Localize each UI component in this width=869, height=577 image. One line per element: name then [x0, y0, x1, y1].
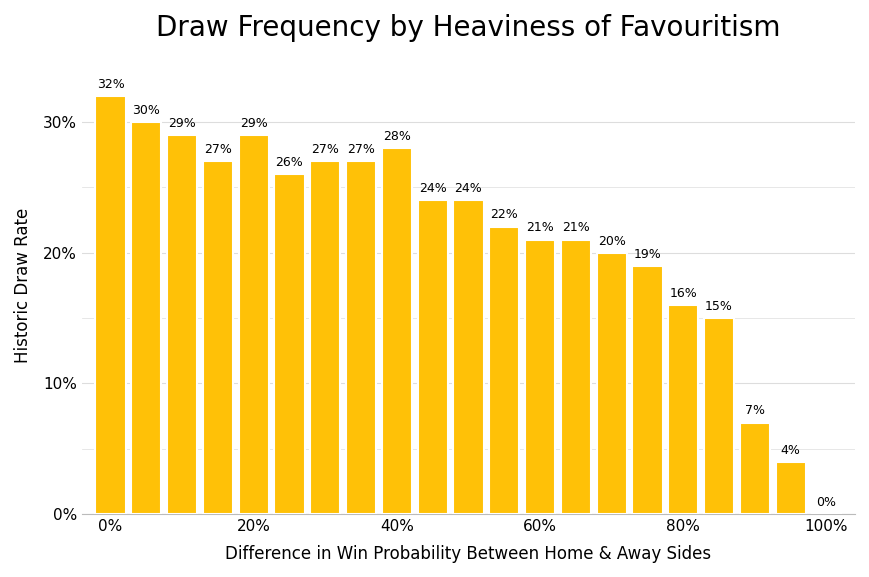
Text: 4%: 4% [780, 444, 800, 456]
Title: Draw Frequency by Heaviness of Favouritism: Draw Frequency by Heaviness of Favouriti… [156, 14, 780, 42]
Bar [167, 135, 197, 514]
Text: 16%: 16% [669, 287, 697, 300]
Bar [96, 96, 125, 514]
Bar [561, 239, 591, 514]
Bar [633, 266, 662, 514]
Bar [346, 162, 376, 514]
Bar [776, 462, 806, 514]
Text: 27%: 27% [311, 143, 339, 156]
Text: 28%: 28% [383, 130, 411, 143]
Text: 27%: 27% [347, 143, 375, 156]
Text: 15%: 15% [705, 300, 733, 313]
Text: 32%: 32% [96, 78, 124, 91]
Text: 20%: 20% [598, 234, 626, 248]
Text: 27%: 27% [204, 143, 232, 156]
Text: 21%: 21% [527, 222, 554, 234]
Bar [381, 148, 412, 514]
Text: 30%: 30% [132, 104, 160, 117]
Text: 21%: 21% [562, 222, 590, 234]
Bar [704, 318, 734, 514]
Bar [131, 122, 162, 514]
Bar [239, 135, 269, 514]
Bar [418, 200, 448, 514]
Bar [525, 239, 555, 514]
Bar [454, 200, 483, 514]
Bar [202, 162, 233, 514]
Bar [310, 162, 341, 514]
Text: 29%: 29% [240, 117, 268, 130]
Bar [740, 423, 770, 514]
Text: 24%: 24% [419, 182, 447, 195]
Text: 7%: 7% [745, 404, 765, 417]
Text: 19%: 19% [634, 248, 661, 261]
Text: 24%: 24% [454, 182, 482, 195]
Text: 0%: 0% [817, 496, 837, 509]
Text: 29%: 29% [169, 117, 196, 130]
Bar [668, 305, 699, 514]
Y-axis label: Historic Draw Rate: Historic Draw Rate [14, 208, 32, 363]
Text: 22%: 22% [490, 208, 518, 222]
Bar [597, 253, 627, 514]
Text: 26%: 26% [275, 156, 303, 169]
Bar [489, 227, 520, 514]
X-axis label: Difference in Win Probability Between Home & Away Sides: Difference in Win Probability Between Ho… [225, 545, 712, 563]
Bar [275, 174, 304, 514]
